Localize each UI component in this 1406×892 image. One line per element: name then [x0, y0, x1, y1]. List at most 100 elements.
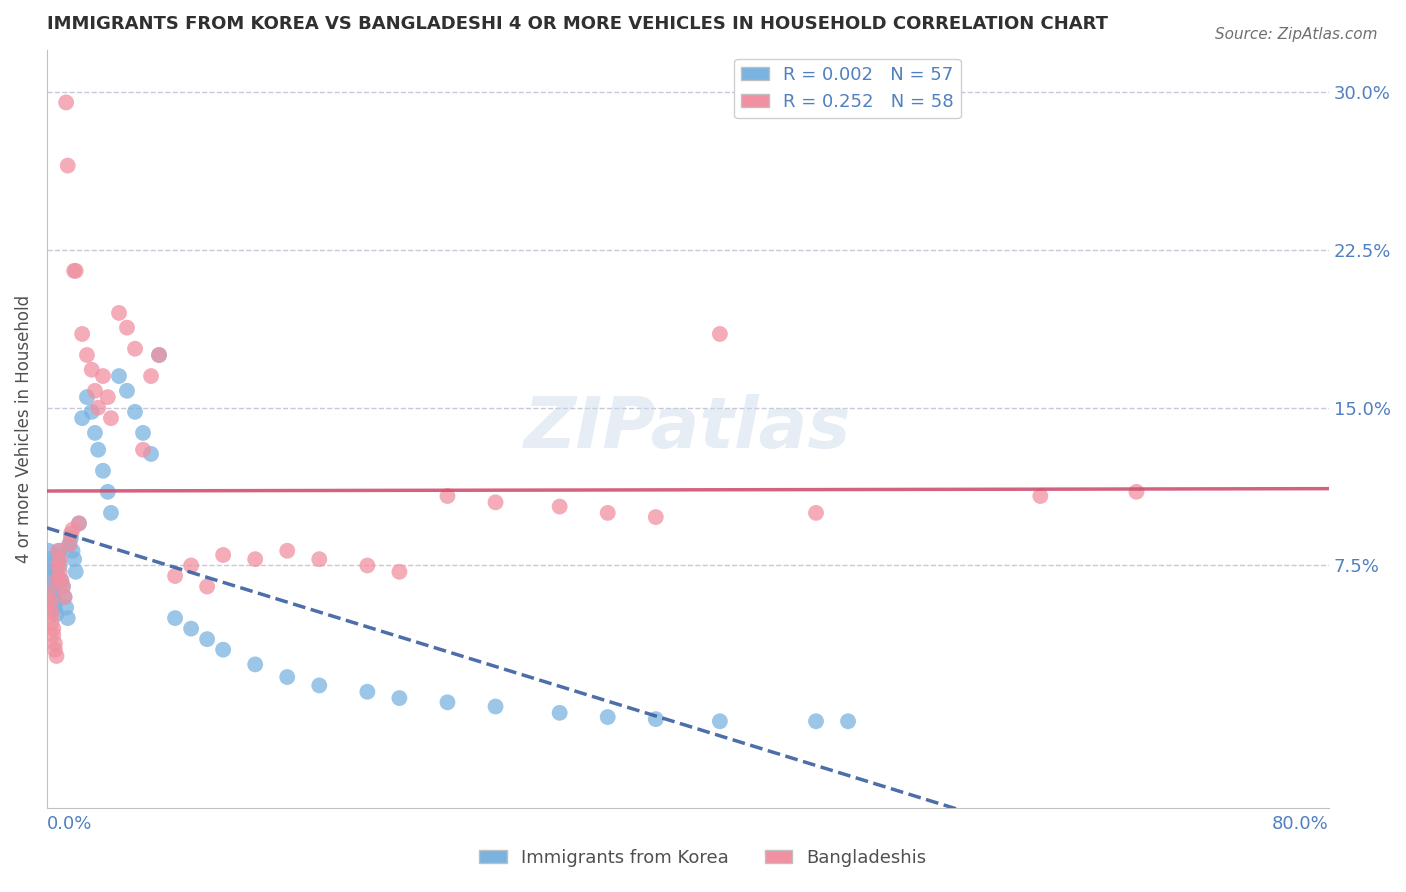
Point — [41, 607, 63, 621]
Point — [148, 348, 170, 362]
Point — [46, 558, 69, 573]
Point — [58, 537, 80, 551]
Point — [59, 531, 82, 545]
Point — [212, 548, 235, 562]
Point — [42, 628, 65, 642]
Point — [1029, 489, 1052, 503]
Point — [124, 405, 146, 419]
Point — [87, 442, 110, 457]
Point — [48, 543, 70, 558]
Text: 80.0%: 80.0% — [1272, 815, 1329, 833]
Point — [67, 516, 90, 531]
Point — [124, 342, 146, 356]
Point — [276, 543, 298, 558]
Point — [63, 552, 86, 566]
Point — [41, 565, 63, 579]
Point — [55, 600, 77, 615]
Point — [46, 548, 69, 562]
Point — [48, 552, 70, 566]
Point — [44, 642, 66, 657]
Y-axis label: 4 or more Vehicles in Household: 4 or more Vehicles in Household — [15, 294, 32, 563]
Point — [97, 484, 120, 499]
Point — [67, 516, 90, 531]
Point — [139, 369, 162, 384]
Point — [76, 348, 98, 362]
Point — [484, 495, 506, 509]
Point — [308, 552, 330, 566]
Point — [46, 552, 69, 566]
Text: IMMIGRANTS FROM KOREA VS BANGLADESHI 4 OR MORE VEHICLES IN HOUSEHOLD CORRELATION: IMMIGRANTS FROM KOREA VS BANGLADESHI 4 O… — [46, 15, 1108, 33]
Point — [804, 506, 827, 520]
Point — [709, 326, 731, 341]
Point — [84, 425, 107, 440]
Point — [97, 390, 120, 404]
Point — [76, 390, 98, 404]
Point — [132, 425, 155, 440]
Point — [42, 580, 65, 594]
Point — [48, 558, 70, 573]
Point — [58, 537, 80, 551]
Point — [388, 565, 411, 579]
Point — [39, 594, 62, 608]
Point — [65, 565, 87, 579]
Point — [45, 648, 67, 663]
Point — [180, 558, 202, 573]
Point — [91, 369, 114, 384]
Point — [48, 565, 70, 579]
Point — [51, 573, 73, 587]
Point — [837, 714, 859, 729]
Point — [195, 632, 218, 647]
Point — [70, 411, 93, 425]
Point — [356, 685, 378, 699]
Point — [55, 95, 77, 110]
Point — [45, 607, 67, 621]
Point — [108, 369, 131, 384]
Point — [62, 543, 84, 558]
Point — [356, 558, 378, 573]
Point — [195, 580, 218, 594]
Point — [80, 405, 103, 419]
Point — [165, 569, 187, 583]
Point — [148, 348, 170, 362]
Point — [52, 580, 75, 594]
Point — [388, 691, 411, 706]
Point — [56, 159, 79, 173]
Point — [41, 615, 63, 630]
Point — [180, 622, 202, 636]
Point — [44, 600, 66, 615]
Point — [56, 611, 79, 625]
Point — [308, 678, 330, 692]
Point — [165, 611, 187, 625]
Point — [108, 306, 131, 320]
Point — [59, 527, 82, 541]
Point — [596, 506, 619, 520]
Point — [44, 636, 66, 650]
Point — [212, 642, 235, 657]
Point — [53, 590, 76, 604]
Point — [45, 573, 67, 587]
Point — [39, 558, 62, 573]
Point — [37, 543, 59, 558]
Point — [63, 264, 86, 278]
Text: ZIPatlas: ZIPatlas — [524, 394, 852, 463]
Point — [87, 401, 110, 415]
Text: 0.0%: 0.0% — [46, 815, 93, 833]
Point — [45, 565, 67, 579]
Point — [132, 442, 155, 457]
Point — [139, 447, 162, 461]
Point — [44, 594, 66, 608]
Legend: Immigrants from Korea, Bangladeshis: Immigrants from Korea, Bangladeshis — [472, 842, 934, 874]
Point — [41, 573, 63, 587]
Point — [42, 622, 65, 636]
Point — [70, 326, 93, 341]
Point — [100, 411, 122, 425]
Point — [804, 714, 827, 729]
Point — [51, 573, 73, 587]
Point — [46, 543, 69, 558]
Point — [62, 523, 84, 537]
Point — [644, 510, 666, 524]
Point — [39, 600, 62, 615]
Point — [245, 552, 267, 566]
Point — [39, 552, 62, 566]
Text: Source: ZipAtlas.com: Source: ZipAtlas.com — [1215, 27, 1378, 42]
